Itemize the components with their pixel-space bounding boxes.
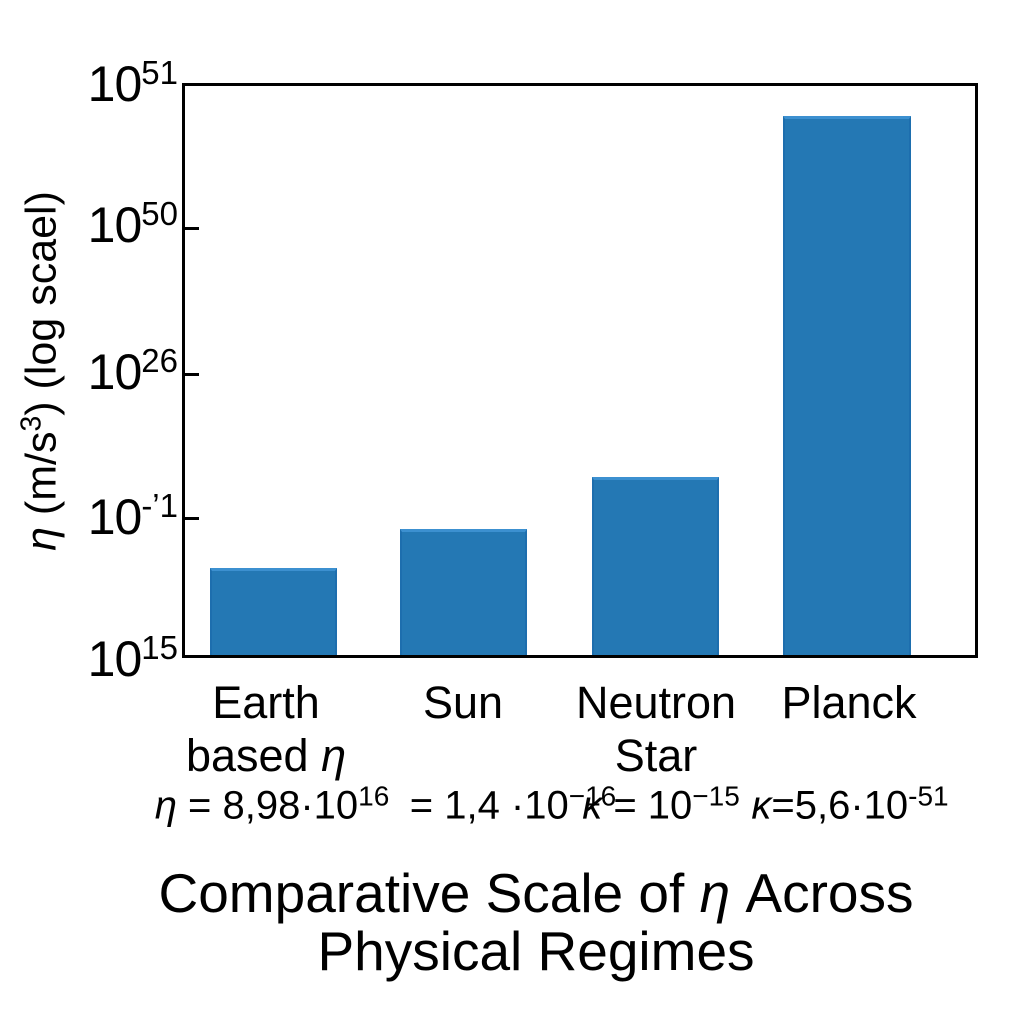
chart-title-line1-symbol: η (699, 862, 731, 924)
annotation-value: = 1,4 ·10 (409, 783, 569, 828)
y-tick-label-4: 10-’1 (50, 486, 178, 546)
plot-area (182, 83, 978, 658)
y-tick-base: 10 (87, 344, 143, 400)
y-tick-base: 10 (87, 56, 143, 112)
bar-3 (592, 477, 719, 655)
x-annotation-4: κ=5,6·10-51 (751, 780, 949, 829)
x-annotation-1: η = 8,98·1016 (154, 780, 390, 829)
x-category-line2-text: based (185, 730, 322, 781)
y-tick-exponent: 26 (141, 341, 178, 379)
x-category-line1: Planck (781, 677, 917, 728)
chart-title: Comparative Scale of η Across Physical R… (158, 864, 913, 980)
y-tick-label-2: 1050 (50, 194, 178, 254)
x-annotation-3: κ = 10−15 (582, 780, 740, 829)
x-category-label-4: Planck (781, 676, 916, 729)
y-tick-base: 10 (87, 197, 143, 253)
chart-title-line1-post: Across (730, 862, 914, 924)
y-tick-label-3: 1026 (50, 341, 178, 401)
y-tick-base: 10 (87, 489, 143, 545)
x-category-line2: based η (186, 729, 346, 782)
x-category-label-3: Neutron Star (576, 676, 736, 782)
y-tick-exponent: -’1 (141, 486, 178, 524)
annotation-value: = 10 (602, 783, 693, 828)
x-category-line1: Neutron (575, 677, 737, 728)
annotation-exponent: −15 (692, 780, 740, 812)
annotation-exponent: 16 (358, 780, 390, 812)
annotation-value: =5,6·10 (771, 783, 909, 828)
x-category-line1: Earth (212, 677, 320, 728)
bar-2 (400, 529, 527, 655)
y-tick-exponent: 51 (141, 53, 178, 91)
bar-1 (210, 568, 337, 655)
y-tick-exponent: 50 (141, 194, 178, 232)
y-tick-label-5: 1015 (50, 628, 178, 688)
annotation-symbol: η (154, 783, 177, 828)
annotation-value: = 8,98·10 (176, 783, 359, 828)
annotation-exponent: −16 (568, 780, 617, 812)
chart-title-line2: Physical Regimes (317, 920, 755, 982)
y-tick-base: 10 (87, 631, 143, 687)
y-tick-mark-4 (185, 517, 199, 520)
y-tick-exponent: 15 (141, 628, 178, 666)
annotation-exponent: -51 (908, 780, 949, 812)
annotation-symbol: κ (582, 783, 603, 828)
y-tick-label-1: 1051 (50, 53, 178, 113)
x-category-line2: Star (576, 729, 736, 782)
x-category-label-1: Earth based η (186, 676, 346, 782)
y-tick-mark-2 (185, 227, 199, 230)
x-annotation-2: = 1,4 ·10−16 (409, 780, 617, 829)
annotation-symbol: κ (751, 783, 772, 828)
y-axis-label-exponent: 3 (15, 415, 48, 432)
y-tick-mark-3 (185, 373, 199, 376)
bar-4 (783, 116, 911, 655)
x-category-line1: Sun (422, 677, 504, 728)
chart-title-line1-pre: Comparative Scale of (158, 862, 700, 924)
x-category-line2-symbol: η (321, 730, 347, 781)
x-category-label-2: Sun (423, 676, 503, 729)
x-category-line2-text: Star (614, 730, 698, 781)
chart-title-line1: Comparative Scale of η Across (158, 864, 913, 922)
